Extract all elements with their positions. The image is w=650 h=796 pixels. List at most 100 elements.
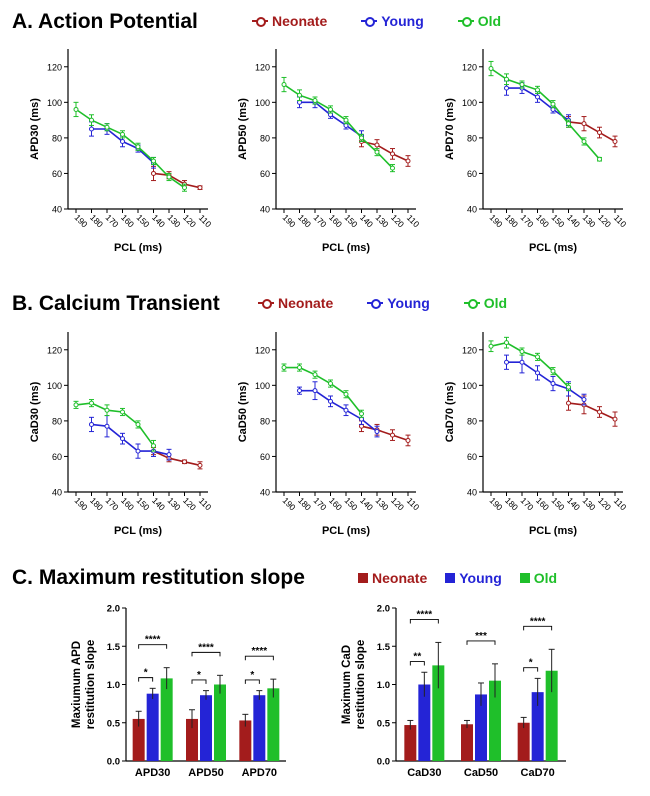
significance-label: **** — [198, 642, 214, 653]
x-tick-label: 150 — [135, 495, 152, 512]
series-line-neonate — [153, 450, 201, 467]
data-point-young — [89, 126, 94, 132]
data-point-old — [151, 158, 156, 164]
data-point-young — [166, 452, 172, 458]
significance-bracket — [191, 651, 221, 657]
x-tick-label: CaD50 — [464, 767, 498, 779]
x-tick-label: 170 — [312, 495, 329, 512]
data-point-neonate — [182, 459, 187, 465]
data-point-old — [120, 409, 125, 415]
series-line-neonate — [361, 140, 409, 162]
legend-marker-old — [463, 298, 480, 309]
x-tick-label: 160 — [327, 495, 344, 512]
bar-young — [531, 692, 544, 761]
x-tick-label: 190 — [281, 212, 298, 229]
y-tick-label: 80 — [52, 133, 62, 143]
x-tick-label: APD70 — [242, 767, 277, 779]
x-tick-label: 180 — [503, 212, 520, 229]
legend-marker-neonate — [252, 16, 268, 27]
legend-label-young: Young — [381, 13, 424, 29]
series-line-neonate — [568, 121, 616, 143]
data-point-young — [89, 421, 94, 427]
legend-item-young: Young — [361, 13, 424, 29]
series-line-old — [490, 67, 601, 160]
data-point-old — [519, 82, 525, 88]
data-point-young — [297, 388, 302, 394]
x-tick-label: 130 — [374, 495, 391, 512]
x-tick-label: 140 — [358, 495, 375, 512]
data-point-young — [504, 359, 509, 365]
legend-label-young: Young — [459, 570, 502, 586]
apd-slope-bar-chart: 0.0 0.5 1.0 1.5 2.0 APD30 APD50 APD70 Maxiumum A… — [71, 604, 286, 779]
x-tick-label: APD50 — [188, 767, 223, 779]
x-tick-label: 190 — [73, 495, 90, 512]
x-tick-label: 170 — [104, 495, 121, 512]
bar-young — [253, 695, 266, 761]
x-tick-label: 170 — [519, 495, 536, 512]
data-point-old — [504, 340, 509, 346]
data-point-old — [566, 384, 571, 390]
data-point-young — [535, 94, 540, 100]
y-tick-label: 40 — [260, 205, 270, 215]
y-tick-label: 80 — [52, 416, 62, 426]
legend-item-young: Young — [445, 570, 502, 586]
y-tick-label: 120 — [255, 62, 270, 72]
series-line-old — [284, 366, 363, 415]
data-point-young — [550, 381, 556, 387]
x-tick-label: 190 — [73, 212, 90, 229]
y-tick-label: 0.5 — [377, 718, 391, 729]
series-line-neonate — [568, 402, 616, 420]
y-axis-title: restitution slope — [355, 640, 367, 729]
significance-label: **** — [417, 609, 433, 620]
legend-label-old: Old — [483, 295, 508, 311]
data-point-old — [504, 76, 509, 82]
x-tick-label: 130 — [581, 495, 598, 512]
data-point-old — [390, 165, 395, 171]
legend-item-young: Young — [367, 295, 430, 311]
x-tick-label: 140 — [150, 212, 167, 229]
data-point-old — [281, 365, 287, 371]
data-point-young — [135, 448, 141, 454]
legend-item-old: Old — [519, 570, 557, 586]
data-point-old — [297, 365, 302, 371]
x-tick-label: 110 — [612, 496, 629, 513]
data-point-old — [89, 400, 94, 406]
data-point-old — [581, 138, 587, 144]
x-tick-label: 120 — [596, 495, 613, 512]
data-point-old — [135, 144, 141, 150]
data-point-old — [104, 124, 110, 130]
significance-bracket — [523, 667, 539, 672]
data-point-young — [343, 407, 349, 413]
x-tick-label: 180 — [88, 212, 105, 229]
y-tick-label: 40 — [260, 488, 270, 498]
y-tick-label: 80 — [467, 133, 477, 143]
data-point-neonate — [566, 400, 571, 406]
significance-label: **** — [145, 635, 161, 646]
legend-marker-young — [361, 16, 378, 27]
x-tick-label: 110 — [197, 496, 214, 513]
data-point-old — [166, 174, 172, 180]
y-tick-label: 1.5 — [377, 642, 391, 653]
data-point-young — [120, 138, 125, 144]
y-tick-label: 80 — [260, 416, 270, 426]
significance-bracket — [191, 679, 207, 684]
significance-label: **** — [530, 616, 546, 627]
bar-neonate — [132, 718, 145, 761]
x-tick-label: 170 — [519, 212, 536, 229]
data-point-young — [328, 398, 333, 404]
x-tick-label: 180 — [296, 212, 313, 229]
section-c-title: C. Maximum restitution slope — [12, 566, 305, 589]
x-tick-label: 150 — [550, 495, 567, 512]
data-point-young — [535, 370, 540, 376]
x-tick-label: 140 — [565, 212, 582, 229]
legend-marker-young — [445, 573, 456, 583]
legend-item-old: Old — [457, 13, 501, 29]
y-axis-title: APD50 (ms) — [237, 98, 249, 160]
y-tick-label: 100 — [255, 381, 270, 391]
significance-bracket — [138, 644, 168, 649]
legend-item-neonate: Neonate — [358, 570, 427, 586]
y-tick-label: 2.0 — [377, 604, 390, 615]
series-line-old — [283, 83, 394, 169]
y-axis-title: Maxiumum APD — [71, 641, 83, 728]
data-point-neonate — [405, 158, 411, 164]
